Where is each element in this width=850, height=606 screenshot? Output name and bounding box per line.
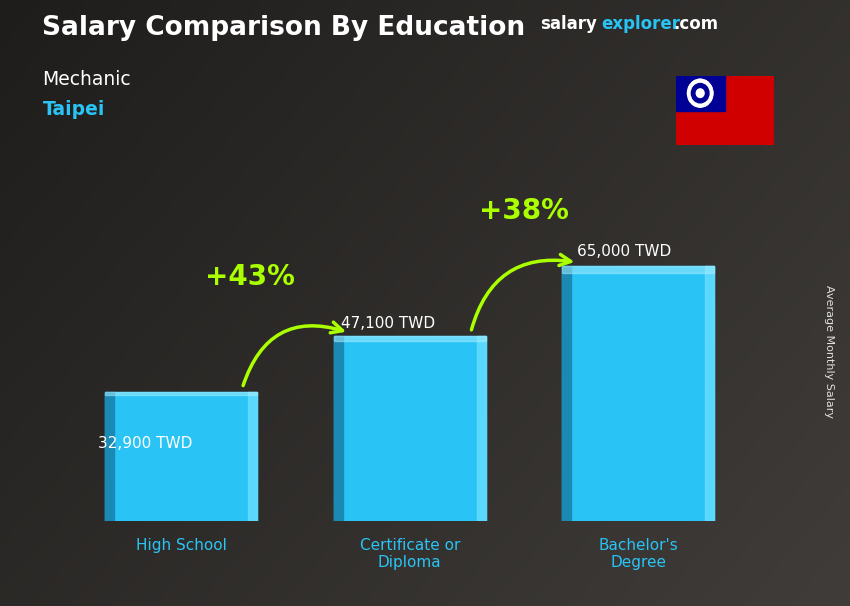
Text: Average Monthly Salary: Average Monthly Salary — [824, 285, 834, 418]
Text: 47,100 TWD: 47,100 TWD — [341, 316, 435, 331]
Text: explorer: explorer — [601, 15, 680, 33]
Text: Salary Comparison By Education: Salary Comparison By Education — [42, 15, 525, 41]
Bar — [105, 392, 114, 521]
Bar — [562, 266, 571, 521]
Text: .com: .com — [673, 15, 718, 33]
Text: Mechanic: Mechanic — [42, 70, 131, 88]
Bar — [706, 266, 714, 521]
Bar — [562, 266, 714, 521]
Bar — [333, 336, 486, 521]
Bar — [333, 336, 343, 521]
Circle shape — [688, 79, 713, 107]
Bar — [562, 266, 714, 273]
Bar — [477, 336, 486, 521]
Polygon shape — [688, 84, 700, 93]
Polygon shape — [700, 91, 713, 95]
Polygon shape — [699, 93, 702, 107]
Text: 65,000 TWD: 65,000 TWD — [577, 244, 672, 259]
Polygon shape — [700, 80, 708, 93]
Polygon shape — [692, 80, 700, 93]
Bar — [105, 392, 258, 521]
Text: 32,900 TWD: 32,900 TWD — [98, 436, 192, 451]
Text: +43%: +43% — [205, 264, 295, 291]
Text: +38%: +38% — [479, 197, 569, 225]
Bar — [333, 336, 486, 341]
Bar — [105, 392, 258, 395]
Polygon shape — [688, 91, 700, 95]
Polygon shape — [688, 93, 700, 102]
Polygon shape — [700, 84, 712, 93]
Polygon shape — [699, 79, 702, 93]
Circle shape — [696, 89, 704, 98]
Bar — [676, 76, 724, 110]
Text: Taipei: Taipei — [42, 100, 105, 119]
Text: salary: salary — [540, 15, 597, 33]
Bar — [248, 392, 258, 521]
Polygon shape — [700, 93, 708, 106]
Polygon shape — [692, 93, 700, 106]
Polygon shape — [700, 93, 712, 102]
Circle shape — [691, 84, 709, 103]
